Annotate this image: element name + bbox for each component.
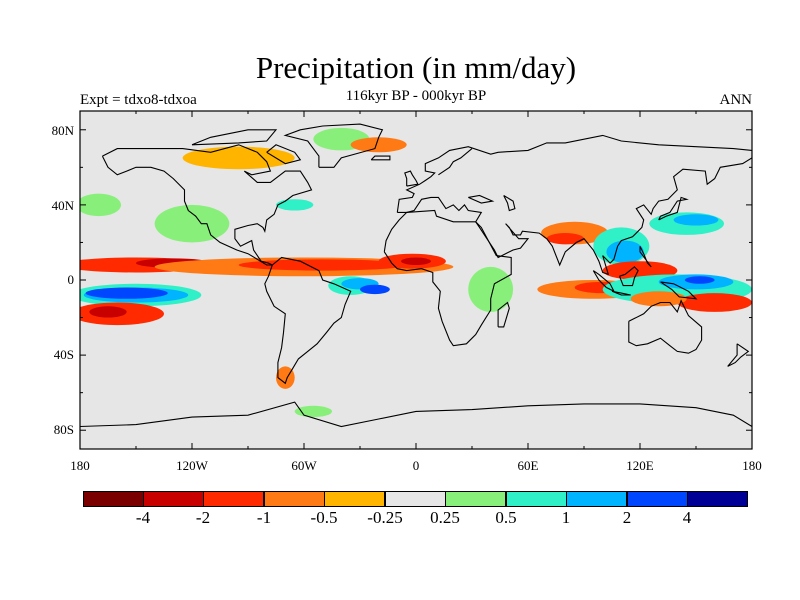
season-label: ANN bbox=[719, 92, 753, 108]
colorbar-label: -2 bbox=[195, 508, 211, 527]
colorbar-box bbox=[264, 491, 325, 507]
coastline-segment bbox=[370, 155, 391, 161]
x-tick-label: 120W bbox=[176, 458, 208, 473]
coastline-segment bbox=[727, 343, 750, 367]
coastline-segment bbox=[80, 401, 752, 428]
colorbar-box bbox=[203, 491, 264, 507]
coastline-segment bbox=[628, 299, 703, 354]
anomaly-patch bbox=[677, 293, 752, 312]
colorbar-label: -4 bbox=[135, 508, 151, 527]
coastline-segment bbox=[383, 209, 512, 347]
x-tick-label: 60E bbox=[517, 458, 539, 473]
colorbar-label: 4 bbox=[682, 508, 692, 527]
coastline-segment bbox=[191, 129, 278, 146]
anomaly-patch bbox=[294, 405, 333, 418]
colorbar-box bbox=[385, 491, 446, 507]
y-tick-label: 40N bbox=[51, 198, 74, 213]
x-tick-label: 0 bbox=[412, 458, 420, 473]
coastline-segment bbox=[503, 195, 516, 212]
colorbar-box bbox=[445, 491, 506, 507]
y-tick-label: 0 bbox=[67, 272, 75, 287]
anomaly-patch bbox=[673, 214, 719, 226]
colorbar-box bbox=[687, 491, 748, 507]
y-tick-label: 40S bbox=[53, 347, 74, 362]
anomaly-patch bbox=[182, 146, 295, 170]
precipitation-anomaly-layer bbox=[80, 127, 752, 418]
anomaly-patch bbox=[630, 291, 687, 307]
colorbar-label: -0.25 bbox=[367, 508, 403, 527]
anomaly-patch bbox=[468, 266, 514, 312]
coastline-segment bbox=[438, 148, 473, 176]
x-tick-label: 180 bbox=[70, 458, 90, 473]
coastline-segment bbox=[468, 194, 495, 204]
coastline-segment bbox=[660, 281, 698, 300]
coastline-segment bbox=[266, 144, 302, 165]
coastline-segment bbox=[283, 123, 384, 168]
anomaly-patch bbox=[546, 233, 584, 245]
colorbar-label: -1 bbox=[256, 508, 272, 527]
colorbar-box bbox=[506, 491, 567, 507]
coastline-segment bbox=[396, 134, 752, 276]
coastline-segment bbox=[618, 266, 639, 287]
anomaly-patch bbox=[360, 284, 390, 295]
anomaly-patch bbox=[85, 287, 168, 299]
colorbar-label: 2 bbox=[622, 508, 632, 527]
colorbar-box bbox=[143, 491, 204, 507]
figure-subtitle: 116kyr BP - 000kyr BP bbox=[345, 88, 487, 104]
colorbar-label: 0.25 bbox=[430, 508, 460, 527]
anomaly-patch bbox=[89, 306, 127, 318]
coastline-segment bbox=[101, 144, 313, 266]
coastline-segment bbox=[264, 256, 352, 385]
colorbar-box bbox=[324, 491, 385, 507]
y-tick-label: 80N bbox=[51, 123, 74, 138]
y-tick-label: 80S bbox=[53, 422, 74, 437]
colorbar-label: 1 bbox=[561, 508, 571, 527]
anomaly-patch bbox=[80, 193, 122, 217]
colorbar-box bbox=[627, 491, 688, 507]
colorbar-label: 0.5 bbox=[495, 508, 517, 527]
coastlines bbox=[80, 123, 752, 428]
figure-title: Precipitation (in mm/day) bbox=[255, 50, 577, 85]
x-tick-label: 60W bbox=[291, 458, 317, 473]
colorbar-box bbox=[83, 491, 144, 507]
x-tick-label: 120E bbox=[626, 458, 654, 473]
colorbar-label: -0.5 bbox=[310, 508, 338, 527]
x-tick-label: 180 bbox=[742, 458, 762, 473]
anomaly-patch bbox=[684, 276, 715, 284]
coastline-segment bbox=[611, 290, 631, 296]
colorbar-box bbox=[566, 491, 627, 507]
anomaly-patch bbox=[401, 257, 431, 265]
axis-ticks bbox=[79, 111, 753, 449]
coastline-segment bbox=[404, 170, 419, 187]
experiment-label: Expt = tdxo8-tdxoa bbox=[80, 92, 197, 108]
anomaly-patch bbox=[154, 204, 230, 243]
coastline-segment bbox=[639, 245, 652, 268]
anomaly-patch bbox=[238, 259, 407, 271]
anomaly-patch bbox=[350, 137, 407, 153]
anomaly-patch bbox=[276, 199, 314, 211]
coastline-segment bbox=[497, 301, 510, 328]
coastline-segment bbox=[658, 196, 689, 221]
anomaly-patch bbox=[606, 240, 644, 264]
